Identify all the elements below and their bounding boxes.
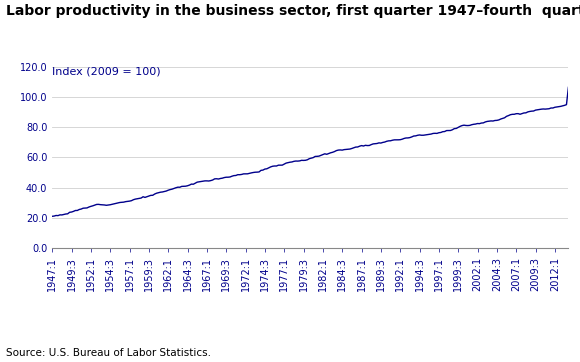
Text: Index (2009 = 100): Index (2009 = 100)	[52, 67, 161, 77]
Text: Labor productivity in the business sector, first quarter 1947–fourth  quarter 20: Labor productivity in the business secto…	[6, 4, 580, 18]
Text: Source: U.S. Bureau of Labor Statistics.: Source: U.S. Bureau of Labor Statistics.	[6, 348, 211, 358]
